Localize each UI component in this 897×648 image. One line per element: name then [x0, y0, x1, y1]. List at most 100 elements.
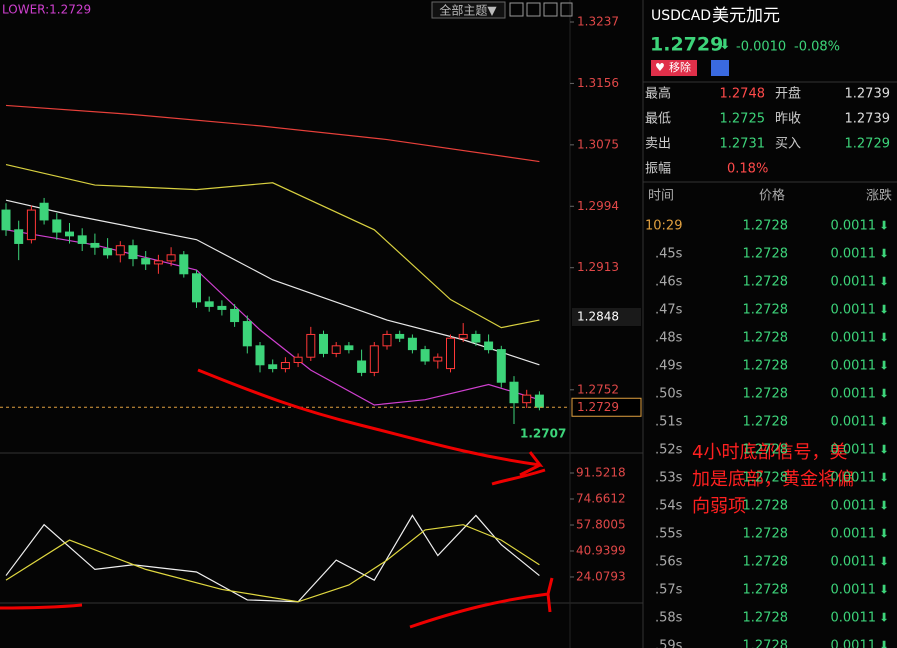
down-arrow: ⬇ — [879, 303, 889, 317]
hand-drawn-arrow — [0, 577, 554, 629]
trade-price: 1.2728 — [743, 219, 789, 234]
current-price-label: 1.2729 — [577, 400, 619, 414]
down-arrow: ⬇ — [879, 471, 889, 485]
candle-body — [331, 345, 341, 354]
candle-body — [407, 337, 417, 351]
down-arrow: ⬇ — [879, 247, 889, 261]
change-pct: -0.08% — [794, 40, 840, 55]
candle-body — [382, 333, 392, 347]
trade-time: .47s — [655, 303, 683, 318]
trade-time: .56s — [655, 555, 683, 570]
heart-icon[interactable]: ♥ — [655, 61, 665, 74]
trade-change: 0.0011 — [831, 387, 877, 402]
candle-body — [77, 235, 87, 244]
trade-price: 1.2728 — [743, 275, 789, 290]
trade-price: 1.2728 — [743, 443, 789, 458]
trade-time: .51s — [655, 415, 683, 430]
trade-price: 1.2728 — [743, 303, 789, 318]
trade-price: 1.2728 — [743, 639, 789, 648]
candle-body — [52, 219, 62, 233]
remove-button[interactable] — [651, 60, 697, 76]
candle-body — [420, 349, 430, 362]
line — [5, 229, 540, 406]
trade-change: 0.0011 — [831, 555, 877, 570]
stat-label: 昨收 — [775, 112, 801, 127]
candle-body — [153, 260, 163, 265]
stat-value: 1.2729 — [845, 137, 891, 152]
down-arrow: ⬇ — [879, 527, 889, 541]
candle-body — [90, 242, 100, 248]
y-tick-label: 1.3237 — [577, 14, 619, 28]
trade-change: 0.0011 — [831, 219, 877, 234]
trade-change: 0.0011 — [831, 415, 877, 430]
last-price: 1.2729 — [650, 34, 723, 56]
annotation-line: 向弱项 — [692, 496, 746, 517]
stat-value: 1.2725 — [720, 112, 766, 127]
trade-price: 1.2728 — [743, 331, 789, 346]
toolbar-icons[interactable] — [509, 2, 573, 17]
trade-change: 0.0011 — [831, 471, 877, 486]
trade-price: 1.2728 — [743, 359, 789, 374]
chart: 1.3237 1.3156 1.3075 1.2994 1.2913 1.2752 91.5… — [0, 14, 642, 603]
trade-time: .45s — [655, 247, 683, 262]
theme-button[interactable] — [431, 1, 506, 19]
trade-time: .59s — [655, 639, 683, 648]
stat-label: 振幅 — [645, 162, 671, 177]
legend-text: LOWER:1.2729 — [2, 3, 91, 17]
stat-value: 1.2739 — [845, 112, 891, 127]
trade-price: 1.2728 — [743, 583, 789, 598]
stat-label: 买入 — [775, 137, 801, 152]
alert-button[interactable] — [711, 60, 729, 76]
down-arrow: ⬇ — [879, 499, 889, 513]
stat-label: 开盘 — [775, 86, 801, 102]
down-arrow: ⬇ — [879, 639, 889, 648]
down-arrow: ⬇ — [879, 275, 889, 289]
trade-change: 0.0011 — [831, 275, 877, 290]
table-header: 价格 — [759, 188, 785, 204]
trade-change: 0.0011 — [831, 247, 877, 262]
candle-body — [509, 381, 519, 404]
candle-body — [357, 360, 367, 373]
candle-body — [166, 254, 176, 262]
trade-price: 1.2728 — [743, 499, 789, 514]
theme-button-label[interactable]: 全部主题▼ — [439, 3, 497, 18]
trade-price: 1.2728 — [743, 555, 789, 570]
down-arrow: ⬇ — [879, 387, 889, 401]
candle-body — [280, 362, 290, 370]
y-tick-label: 57.8005 — [576, 517, 626, 531]
price-box — [571, 397, 642, 417]
trade-time: .50s — [655, 387, 683, 402]
candle-body — [471, 333, 481, 343]
candle-body — [141, 258, 151, 265]
line — [5, 514, 540, 603]
candle-body — [496, 349, 506, 383]
down-arrow: ⬇ — [879, 443, 889, 457]
trade-price: 1.2728 — [743, 247, 789, 262]
candle-body — [484, 341, 494, 351]
trade-change: 0.0011 — [831, 331, 877, 346]
hand-drawn-arrow — [197, 368, 546, 486]
y-tick-label: 40.9399 — [576, 543, 626, 557]
y-tick-label: 1.2752 — [577, 382, 619, 396]
annotation-line: 4小时底部信号，美 — [692, 442, 847, 463]
change: -0.0010 — [736, 40, 786, 55]
candle-body — [115, 245, 125, 256]
remove-label[interactable]: 移除 — [669, 60, 691, 74]
candle-body — [179, 254, 189, 275]
trade-time: .46s — [655, 275, 683, 290]
candle-body — [242, 321, 252, 347]
trade-time: .49s — [655, 359, 683, 374]
stat-value: 1.2731 — [720, 137, 766, 152]
y-tick-label: 1.2913 — [577, 260, 619, 274]
trade-change: 0.0011 — [831, 639, 877, 648]
down-arrow: ⬇ — [879, 331, 889, 345]
candle-body — [369, 345, 379, 373]
candle-body — [39, 202, 49, 221]
y-tick-label: 91.5218 — [576, 466, 626, 480]
y-tick-label: 1.2994 — [577, 199, 619, 213]
trade-price: 1.2728 — [743, 471, 789, 486]
trade-price: 1.2728 — [743, 611, 789, 626]
line — [5, 163, 540, 329]
trade-time: .53s — [655, 471, 683, 486]
